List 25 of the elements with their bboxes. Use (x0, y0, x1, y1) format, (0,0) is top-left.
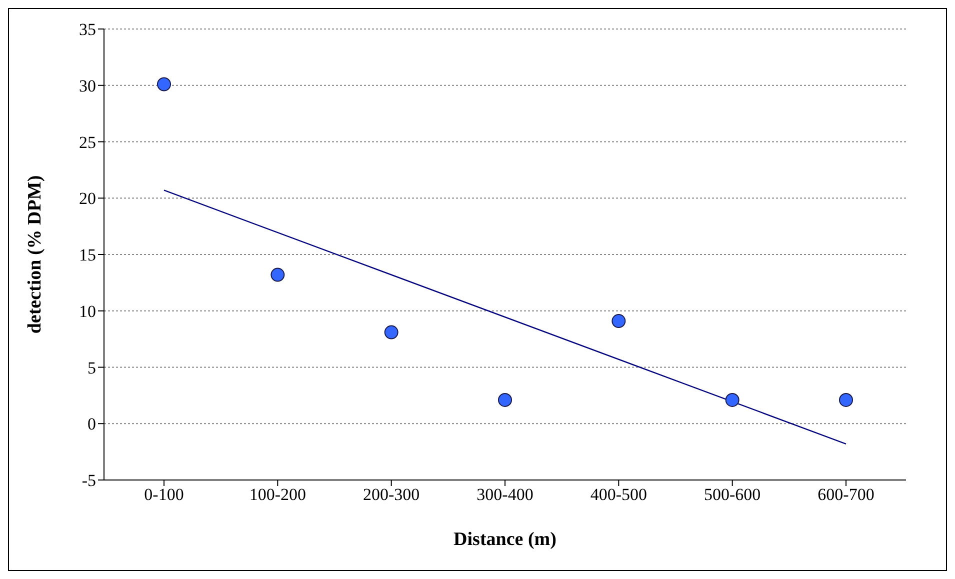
y-tick-label: 10 (79, 302, 96, 321)
y-tick-label: 30 (79, 76, 96, 96)
point (498, 392, 512, 407)
x-tick-label: 100-200 (249, 485, 306, 504)
y-tick-label: 0 (88, 414, 96, 434)
point (612, 314, 626, 328)
y-tick-label: 20 (79, 189, 96, 208)
x-tick-label: 300-400 (476, 485, 534, 504)
y-tick-label: 15 (79, 246, 96, 265)
y-tick-label: 35 (79, 20, 96, 40)
point (270, 268, 285, 282)
x-tick-label: 600-700 (818, 485, 874, 504)
point (725, 392, 740, 407)
x-tick-label: 500-600 (704, 485, 761, 504)
y-tick-label: 5 (88, 358, 96, 378)
point (384, 325, 398, 340)
y-axis-title: detection (% DPM) (24, 175, 46, 334)
x-tick-label: 200-300 (362, 485, 420, 504)
y-tick-label: 25 (79, 132, 96, 152)
x-tick-label: 0-100 (144, 485, 184, 504)
point (157, 77, 171, 92)
x-axis-title: Distance (m) (454, 529, 556, 550)
y-tick-label: -5 (82, 471, 96, 490)
x-tick-label: 400-500 (590, 485, 648, 504)
point (839, 392, 853, 407)
